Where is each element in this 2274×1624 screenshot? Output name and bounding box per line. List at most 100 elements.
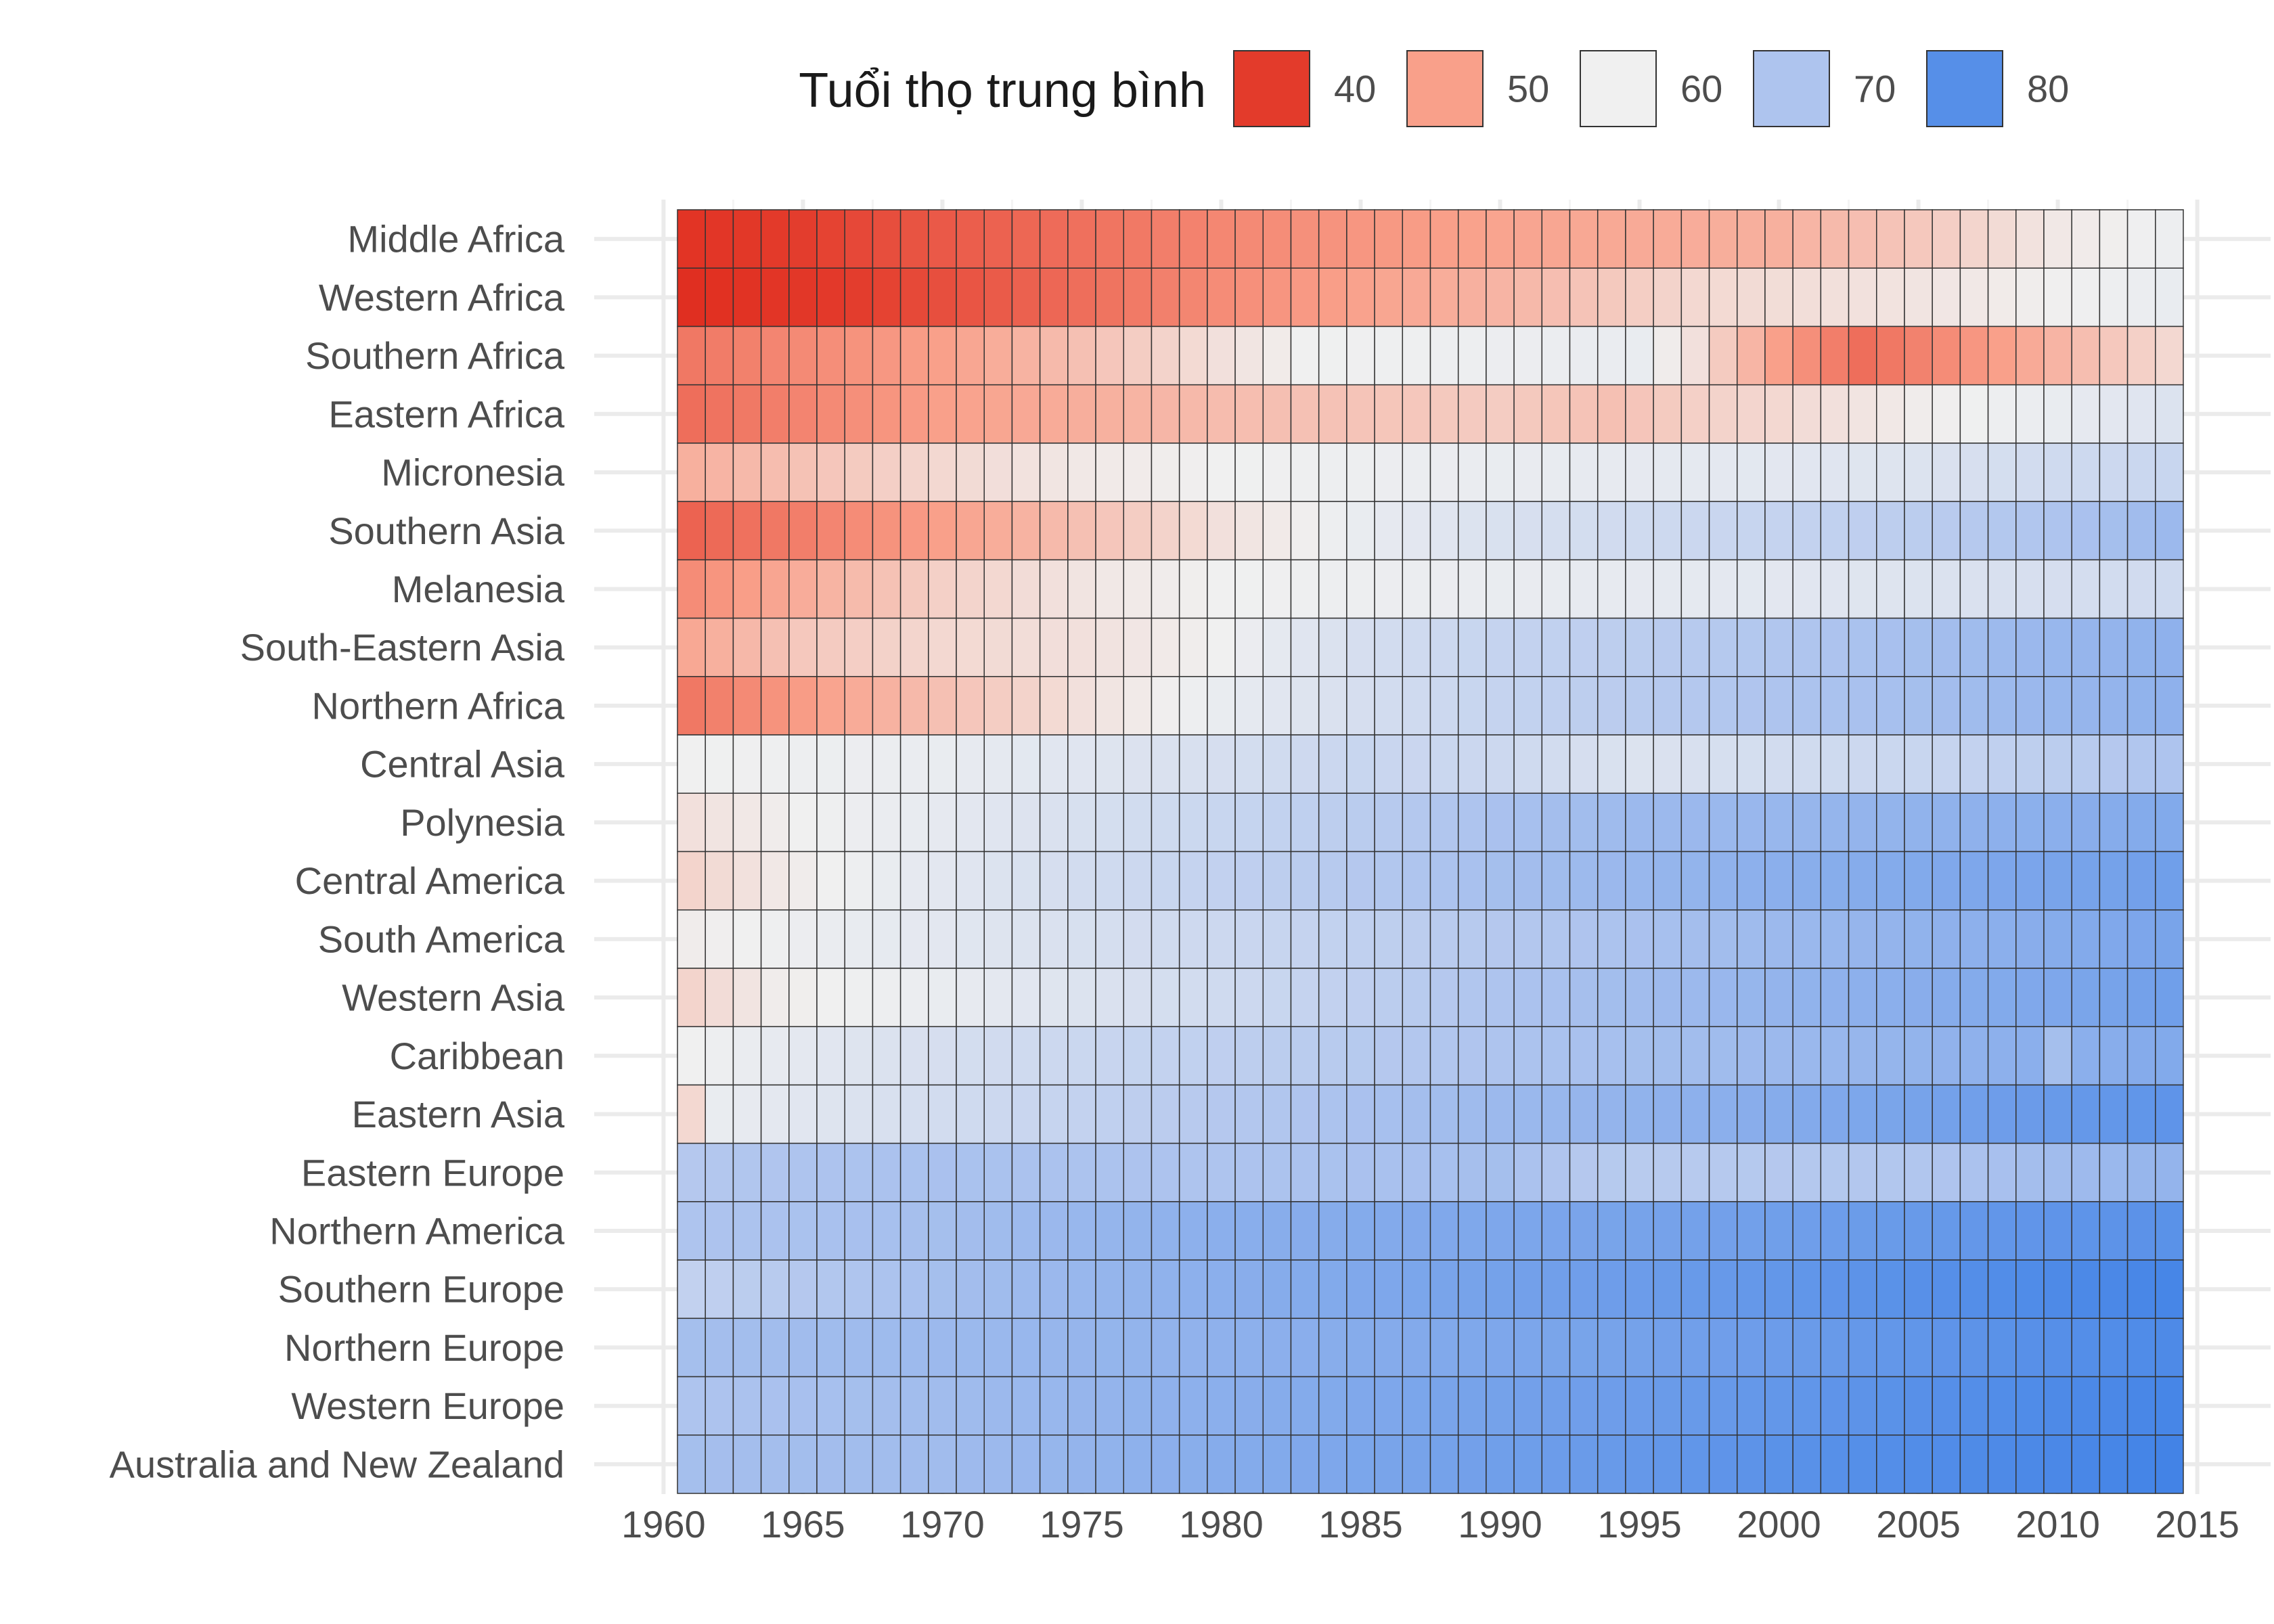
- heatmap-cell: [1234, 792, 1264, 853]
- heatmap-cell: [1569, 267, 1599, 328]
- heatmap-cell: [1904, 267, 1933, 328]
- heatmap-cell: [2155, 501, 2184, 561]
- heatmap-cell: [760, 1317, 790, 1378]
- heatmap-cell: [983, 559, 1013, 619]
- heatmap-cell: [872, 559, 901, 619]
- heatmap-cell: [1792, 559, 1822, 619]
- heatmap-cell: [732, 1026, 762, 1086]
- heatmap-cell: [1095, 617, 1125, 677]
- y-tick-label: Eastern Asia: [352, 1093, 565, 1135]
- heatmap-cell: [1178, 325, 1208, 386]
- heatmap-cell: [1932, 1435, 1961, 1494]
- heatmap-cell: [1959, 1084, 1989, 1144]
- heatmap-cell: [1234, 267, 1264, 328]
- heatmap-cell: [760, 325, 790, 386]
- heatmap-cell: [1987, 1259, 2017, 1320]
- heatmap-cell: [1848, 267, 1877, 328]
- heatmap-cell: [2043, 501, 2072, 561]
- heatmap-cell: [1932, 792, 1961, 853]
- heatmap-cell: [1653, 851, 1682, 911]
- heatmap-cell: [1151, 325, 1180, 386]
- heatmap-cell: [1569, 1435, 1599, 1494]
- heatmap-cell: [1318, 851, 1347, 911]
- heatmap-cell: [1736, 1026, 1766, 1086]
- heatmap-cell: [1178, 734, 1208, 794]
- heatmap-cell: [1541, 1142, 1571, 1202]
- heatmap-cell: [956, 325, 985, 386]
- heatmap-cell: [1876, 1142, 1905, 1202]
- heatmap-cell: [1039, 792, 1069, 853]
- y-tick-label: Western Europe: [291, 1384, 564, 1427]
- heatmap-cell: [1486, 209, 1515, 269]
- heatmap-cell: [899, 734, 929, 794]
- heatmap-cell: [1123, 559, 1153, 619]
- heatmap-cell: [1708, 1317, 1738, 1378]
- heatmap-cell: [1374, 792, 1404, 853]
- heatmap-cell: [872, 1435, 901, 1494]
- heatmap-cell: [1290, 968, 1320, 1027]
- heatmap-cell: [1820, 792, 1850, 853]
- heatmap-cell: [1207, 1259, 1236, 1320]
- heatmap-cell: [2015, 209, 2045, 269]
- heatmap-cell: [816, 1201, 845, 1261]
- heatmap-cell: [1262, 384, 1292, 444]
- heatmap-cell: [2126, 851, 2156, 911]
- heatmap-cell: [1680, 1259, 1710, 1320]
- heatmap-cell: [899, 1142, 929, 1202]
- heatmap-cell: [1123, 792, 1153, 853]
- heatmap-cell: [983, 792, 1013, 853]
- heatmap-cell: [1374, 559, 1404, 619]
- heatmap-cell: [2015, 1201, 2045, 1261]
- y-tick-label: Polynesia: [400, 801, 565, 844]
- heatmap-cell: [2126, 1376, 2156, 1436]
- heatmap-cell: [956, 209, 985, 269]
- heatmap-cell: [788, 1142, 818, 1202]
- heatmap-cell: [1541, 559, 1571, 619]
- heatmap-cell: [1095, 1435, 1125, 1494]
- heatmap-cell: [760, 851, 790, 911]
- heatmap-cell: [1290, 1376, 1320, 1436]
- heatmap-cell: [1848, 676, 1877, 736]
- heatmap-cell: [1625, 443, 1654, 502]
- heatmap-cell: [2043, 1317, 2072, 1378]
- heatmap-cell: [844, 384, 874, 444]
- heatmap-cell: [1820, 325, 1850, 386]
- y-tick-label: Australia and New Zealand: [110, 1443, 564, 1485]
- heatmap-cell: [1234, 851, 1264, 911]
- heatmap-cell: [928, 1259, 957, 1320]
- heatmap-cell: [705, 384, 734, 444]
- heatmap-cell: [1820, 1317, 1850, 1378]
- heatmap-cell: [1374, 1026, 1404, 1086]
- heatmap-cell: [1457, 1142, 1487, 1202]
- heatmap-cell: [788, 267, 818, 328]
- heatmap-cell: [844, 1317, 874, 1378]
- heatmap-cell: [1402, 734, 1431, 794]
- heatmap-cell: [1067, 1376, 1096, 1436]
- heatmap-cell: [983, 1084, 1013, 1144]
- heatmap-cell: [2071, 1084, 2101, 1144]
- heatmap-cell: [760, 1376, 790, 1436]
- heatmap-cell: [816, 909, 845, 969]
- heatmap-cell: [1402, 501, 1431, 561]
- heatmap-cell: [760, 676, 790, 736]
- heatmap-cell: [1374, 384, 1404, 444]
- heatmap-cell: [1178, 909, 1208, 969]
- heatmap-cell: [1067, 851, 1096, 911]
- heatmap-cell: [1095, 209, 1125, 269]
- heatmap-cell: [2155, 1142, 2184, 1202]
- x-tick-label: 1995: [1597, 1503, 1682, 1546]
- heatmap-cell: [1792, 676, 1822, 736]
- heatmap-cell: [1178, 1026, 1208, 1086]
- heatmap-cell: [816, 559, 845, 619]
- heatmap-cell: [1234, 1026, 1264, 1086]
- heatmap-cell: [1680, 676, 1710, 736]
- heatmap-cell: [872, 267, 901, 328]
- heatmap-cell: [705, 676, 734, 736]
- heatmap-cell: [2155, 1317, 2184, 1378]
- heatmap-cell: [732, 909, 762, 969]
- heatmap-cell: [1178, 676, 1208, 736]
- heatmap-cell: [1178, 384, 1208, 444]
- heatmap-cell: [1541, 1376, 1571, 1436]
- heatmap-cell: [1932, 325, 1961, 386]
